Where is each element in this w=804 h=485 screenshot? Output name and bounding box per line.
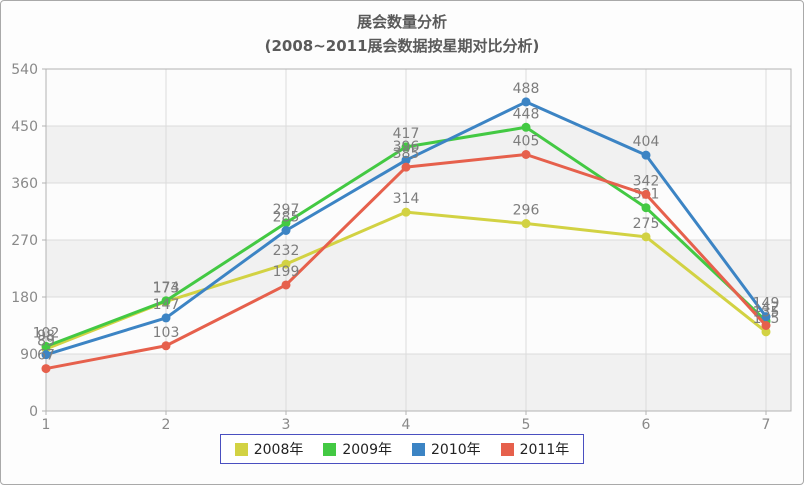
data-point-2009[interactable] [521,122,531,132]
data-label-2009: 102 [33,325,60,341]
data-point-2011[interactable] [641,189,651,199]
data-point-2008[interactable] [761,327,771,337]
data-label-2010: 488 [513,81,540,97]
y-tick-label: 450 [11,119,38,135]
legend-swatch-2008 [234,442,248,456]
data-label-2011: 67 [37,348,55,364]
data-label-2010: 147 [153,297,180,313]
data-label-2011: 385 [393,146,420,162]
data-label-2011: 342 [633,173,660,189]
plot-band [46,69,791,126]
x-tick-label: 3 [282,417,291,433]
data-label-2011: 103 [153,325,180,341]
data-point-2011[interactable] [401,162,411,172]
data-point-2008[interactable] [641,232,651,242]
legend-item-2011[interactable]: 2011年 [500,439,570,459]
legend-swatch-2009 [323,442,337,456]
legend-swatch-2010 [412,442,425,456]
data-point-2011[interactable] [161,341,171,351]
y-tick-label: 90 [20,347,38,363]
data-label-2008: 314 [393,191,420,207]
data-label-2011: 199 [273,264,300,280]
data-point-2010[interactable] [281,226,291,235]
data-label-2009: 174 [153,280,180,296]
x-tick-label: 2 [162,417,171,433]
x-tick-label: 6 [642,417,651,433]
data-label-2008: 275 [633,216,660,232]
data-point-2011[interactable] [281,280,291,290]
legend-swatch-2011 [500,442,514,456]
legend-label: 2008年 [253,442,304,458]
data-label-2008: 296 [513,203,540,219]
data-label-2009: 448 [513,106,540,122]
data-point-2011[interactable] [761,321,771,330]
data-point-2008[interactable] [401,207,411,217]
data-label-2008: 232 [273,243,300,259]
x-tick-label: 7 [762,417,771,433]
data-label-2008: 98 [37,328,55,344]
data-point-2010[interactable] [401,155,411,165]
data-point-2010[interactable] [521,97,531,107]
chart-title: 展会数量分析 [357,13,447,31]
data-point-2009[interactable] [401,142,411,152]
data-label-2010: 404 [633,134,660,150]
data-label-2010: 285 [273,210,300,226]
plot-band [46,354,791,411]
data-point-2010[interactable] [161,313,171,323]
x-tick-label: 4 [402,417,411,433]
data-point-2010[interactable] [761,312,771,322]
data-label-2009: 417 [393,126,420,142]
legend-item-2008[interactable]: 2008年 [234,439,304,459]
data-point-2008[interactable] [281,259,291,269]
data-point-2010[interactable] [41,350,51,360]
legend-label: 2010年 [431,442,481,458]
legend-label: 2009年 [342,442,392,458]
data-label-2011: 405 [513,134,540,150]
data-label-2010: 149 [753,296,780,312]
data-point-2009[interactable] [41,341,51,351]
data-label-2011: 135 [753,305,780,321]
y-tick-label: 540 [11,62,38,78]
data-label-2009: 297 [273,202,300,218]
x-tick-label: 5 [522,417,531,433]
y-tick-label: 270 [11,233,38,249]
data-label-2010: 396 [393,139,420,155]
data-label-2010: 89 [37,334,55,350]
legend-label: 2011年 [519,442,570,458]
y-tick-label: 360 [11,176,38,192]
plot-band [46,183,791,240]
plot-band [46,240,791,297]
y-tick-label: 180 [11,290,38,306]
legend: 2008年 2009年 2010年 2011年 [219,434,585,464]
data-point-2009[interactable] [161,296,171,306]
data-point-2009[interactable] [641,203,651,213]
data-label-2009: 142 [753,300,780,316]
x-tick-label: 1 [42,417,51,433]
chart-subtitle: (2008~2011展会数据按星期对比分析) [265,37,540,55]
data-point-2009[interactable] [281,218,291,228]
data-label-2008: 173 [153,280,180,296]
data-point-2010[interactable] [641,150,651,160]
data-point-2011[interactable] [521,150,531,159]
legend-item-2009[interactable]: 2009年 [323,439,392,459]
legend-item-2010[interactable]: 2010年 [412,439,481,459]
data-point-2008[interactable] [521,219,531,229]
y-tick-label: 0 [29,404,38,420]
data-point-2011[interactable] [41,364,51,374]
